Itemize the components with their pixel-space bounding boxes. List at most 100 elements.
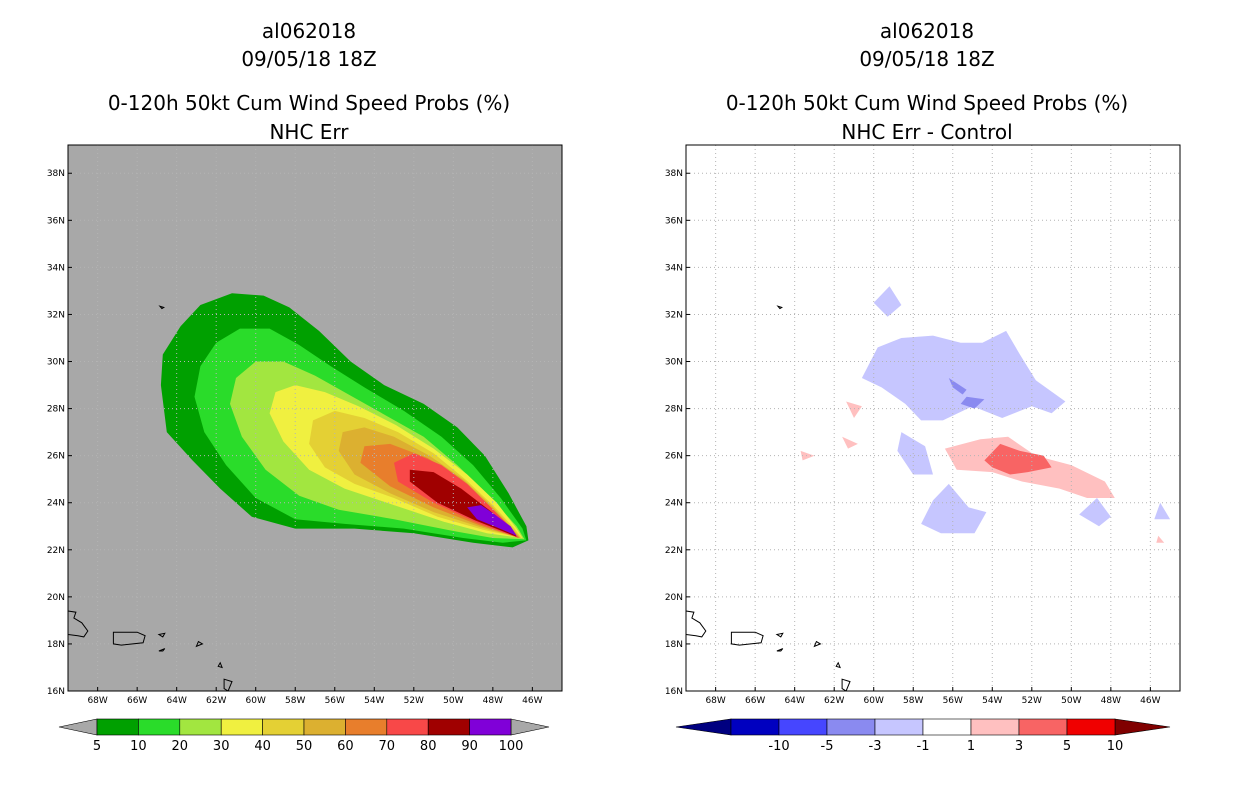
x-tick-label: 66W <box>745 696 765 706</box>
coastline-1 <box>112 631 146 646</box>
x-tick-label: 48W <box>1101 696 1121 706</box>
x-tick-label: 62W <box>824 696 844 706</box>
coastline-4 <box>813 640 822 648</box>
colorbar-swatch <box>386 718 429 736</box>
y-tick-label: 26N <box>665 452 683 462</box>
coastline-4 <box>195 640 204 648</box>
colorbar-label: -3 <box>869 739 882 754</box>
x-tick-label: 58W <box>903 696 923 706</box>
y-tick-label: 38N <box>47 169 65 179</box>
x-tick-label: 54W <box>982 696 1002 706</box>
coastline-9 <box>776 305 783 310</box>
colorbar-swatch <box>303 718 346 736</box>
contour-level-1 <box>1156 535 1165 543</box>
contour-level--1 <box>897 432 933 475</box>
coastlines <box>68 305 233 707</box>
issue-datetime: 09/05/18 18Z <box>859 47 994 71</box>
colorbar-label: -10 <box>768 739 789 754</box>
contour-level-1 <box>846 401 862 418</box>
coastline-6 <box>223 678 233 691</box>
coastline-0 <box>68 610 89 638</box>
colorbar-label: 50 <box>296 739 313 754</box>
colorbar-swatch <box>262 718 305 736</box>
y-tick-label: 16N <box>47 687 65 697</box>
x-tick-label: 56W <box>325 696 345 706</box>
coastline-3 <box>776 648 784 652</box>
x-tick-label: 58W <box>285 696 305 706</box>
y-tick-label: 24N <box>665 499 683 509</box>
colorbar-label: 20 <box>172 739 189 754</box>
coastline-1 <box>730 631 764 646</box>
y-tick-label: 22N <box>665 546 683 556</box>
right-panel: al062018 09/05/18 18Z 0-120h 50kt Cum Wind… <box>665 19 1181 754</box>
x-tick-label: 54W <box>364 696 384 706</box>
chart-title: 0-120h 50kt Cum Wind Speed Probs (%) <box>108 91 510 115</box>
gridlines <box>686 145 1180 692</box>
issue-datetime: 09/05/18 18Z <box>241 47 376 71</box>
y-tick-label: 38N <box>665 169 683 179</box>
y-tick-label: 36N <box>665 216 683 226</box>
colorbar-swatch <box>179 718 222 736</box>
chart-subtitle: NHC Err <box>269 120 349 144</box>
colorbar-label: 10 <box>130 739 147 754</box>
left-panel: al062018 09/05/18 18Z 0-120h 50kt Cum Wind… <box>47 19 563 754</box>
coastline-7 <box>228 700 232 707</box>
colorbar-label: 30 <box>213 739 230 754</box>
colorbar-under-triangle <box>58 718 98 736</box>
x-tick-label: 48W <box>483 696 503 706</box>
colorbar-swatch <box>220 718 263 736</box>
colorbar-swatch <box>345 718 388 736</box>
storm-id: al062018 <box>262 19 356 43</box>
colorbar-swatch <box>427 718 470 736</box>
y-tick-label: 26N <box>47 452 65 462</box>
contour-level-1 <box>800 450 815 461</box>
x-tick-label: 62W <box>206 696 226 706</box>
colorbar-over-triangle <box>510 718 550 736</box>
colorbar-swatch <box>138 718 181 736</box>
colorbar-under-triangle <box>675 718 732 736</box>
y-tick-label: 28N <box>47 405 65 415</box>
x-tick-label: 50W <box>443 696 463 706</box>
chart-subtitle: NHC Err - Control <box>841 120 1012 144</box>
map-frame <box>67 144 563 692</box>
colorbar-swatch <box>874 718 924 736</box>
x-tick-label: 68W <box>87 696 107 706</box>
coastline-6 <box>841 678 851 691</box>
colorbar-label: 60 <box>337 739 354 754</box>
coastline-2 <box>775 632 784 638</box>
y-tick-label: 34N <box>47 263 65 273</box>
y-tick-label: 18N <box>665 640 683 650</box>
map-frame <box>685 144 1181 692</box>
x-tick-label: 52W <box>404 696 424 706</box>
colorbar-label: 70 <box>379 739 396 754</box>
contour-level-1 <box>842 436 858 449</box>
storm-id: al062018 <box>880 19 974 43</box>
y-tick-label: 32N <box>665 310 683 320</box>
coastlines <box>686 305 851 707</box>
coastline-7 <box>846 700 850 707</box>
x-tick-label: 56W <box>943 696 963 706</box>
colorbar-swatch <box>96 718 139 736</box>
contour-level--1 <box>1154 502 1171 520</box>
y-tick-label: 36N <box>47 216 65 226</box>
colorbar-label: 3 <box>1015 739 1023 754</box>
x-tick-label: 60W <box>864 696 884 706</box>
x-tick-label: 64W <box>167 696 187 706</box>
y-tick-label: 32N <box>47 310 65 320</box>
y-tick-label: 28N <box>665 405 683 415</box>
x-tick-label: 50W <box>1061 696 1081 706</box>
coastline-2 <box>157 632 166 638</box>
colorbar-label: -5 <box>821 739 834 754</box>
contour-level--3 <box>960 396 985 409</box>
colorbar-label: 40 <box>254 739 271 754</box>
colorbar: 5 10 20 30 40 50 60 70 80 90 100 <box>58 718 550 754</box>
contour-level--1 <box>921 483 987 534</box>
coastline-5 <box>217 661 223 669</box>
colorbar-swatch <box>778 718 828 736</box>
colorbar-label: 5 <box>1063 739 1071 754</box>
chart-title: 0-120h 50kt Cum Wind Speed Probs (%) <box>726 91 1128 115</box>
colorbar-label: 10 <box>1107 739 1124 754</box>
x-tick-label: 64W <box>785 696 805 706</box>
coastline-3 <box>158 648 166 652</box>
x-tick-label: 46W <box>522 696 542 706</box>
